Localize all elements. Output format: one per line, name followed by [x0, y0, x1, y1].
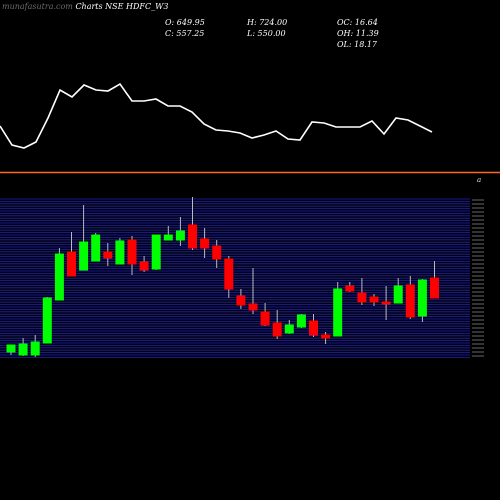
- candle-body: [321, 334, 331, 339]
- candle-body: [139, 261, 149, 271]
- candle-body: [296, 314, 306, 328]
- candle-body: [18, 343, 28, 356]
- series-line: [0, 82, 433, 149]
- candle-body: [188, 224, 197, 249]
- candle-body: [200, 238, 210, 249]
- candle-body: [284, 324, 294, 334]
- candle-body: [115, 240, 125, 265]
- candle-body: [127, 239, 137, 265]
- candle-body: [381, 301, 391, 305]
- candle-body: [91, 234, 101, 262]
- candle-body: [405, 284, 415, 318]
- candle-body: [417, 279, 427, 317]
- chart-source-label: munafasutra.com Charts NSE HDFC_W3: [2, 2, 168, 11]
- candle-body: [224, 258, 234, 290]
- candle-body: [103, 251, 113, 259]
- candle-body: [357, 292, 367, 303]
- low-value: L: 550.00: [247, 29, 286, 38]
- candle-body: [272, 322, 282, 337]
- open-value: O: 649.95: [165, 18, 205, 27]
- marker-label: a: [477, 176, 482, 184]
- candle-body: [369, 296, 379, 303]
- candle-body: [54, 253, 64, 301]
- high-value: H: 724.00: [247, 18, 288, 27]
- candle-body: [212, 245, 222, 260]
- candle-body: [333, 288, 343, 337]
- oh-value: OH: 11.39: [337, 29, 379, 38]
- brand-watermark: munafasutra.com: [2, 2, 73, 11]
- chart-symbol-label: Charts NSE HDFC_W3: [75, 2, 169, 11]
- candle-body: [30, 341, 40, 356]
- candle-body: [430, 277, 439, 299]
- oc-value: OC: 16.64: [337, 18, 378, 27]
- close-value: C: 557.25: [165, 29, 205, 38]
- candle-body: [163, 234, 173, 241]
- candle-body: [151, 234, 161, 270]
- candle-body: [67, 251, 76, 277]
- candle-body: [309, 320, 318, 336]
- candle-body: [236, 295, 246, 306]
- candle-body: [175, 230, 185, 241]
- candle-body: [79, 241, 89, 271]
- candle-body: [345, 285, 355, 292]
- candle-body: [393, 285, 403, 304]
- candle-body: [260, 311, 270, 326]
- ol-value: OL: 18.17: [337, 40, 378, 49]
- candle-body: [6, 344, 16, 353]
- candle-body: [42, 297, 52, 344]
- candle-body: [248, 303, 258, 311]
